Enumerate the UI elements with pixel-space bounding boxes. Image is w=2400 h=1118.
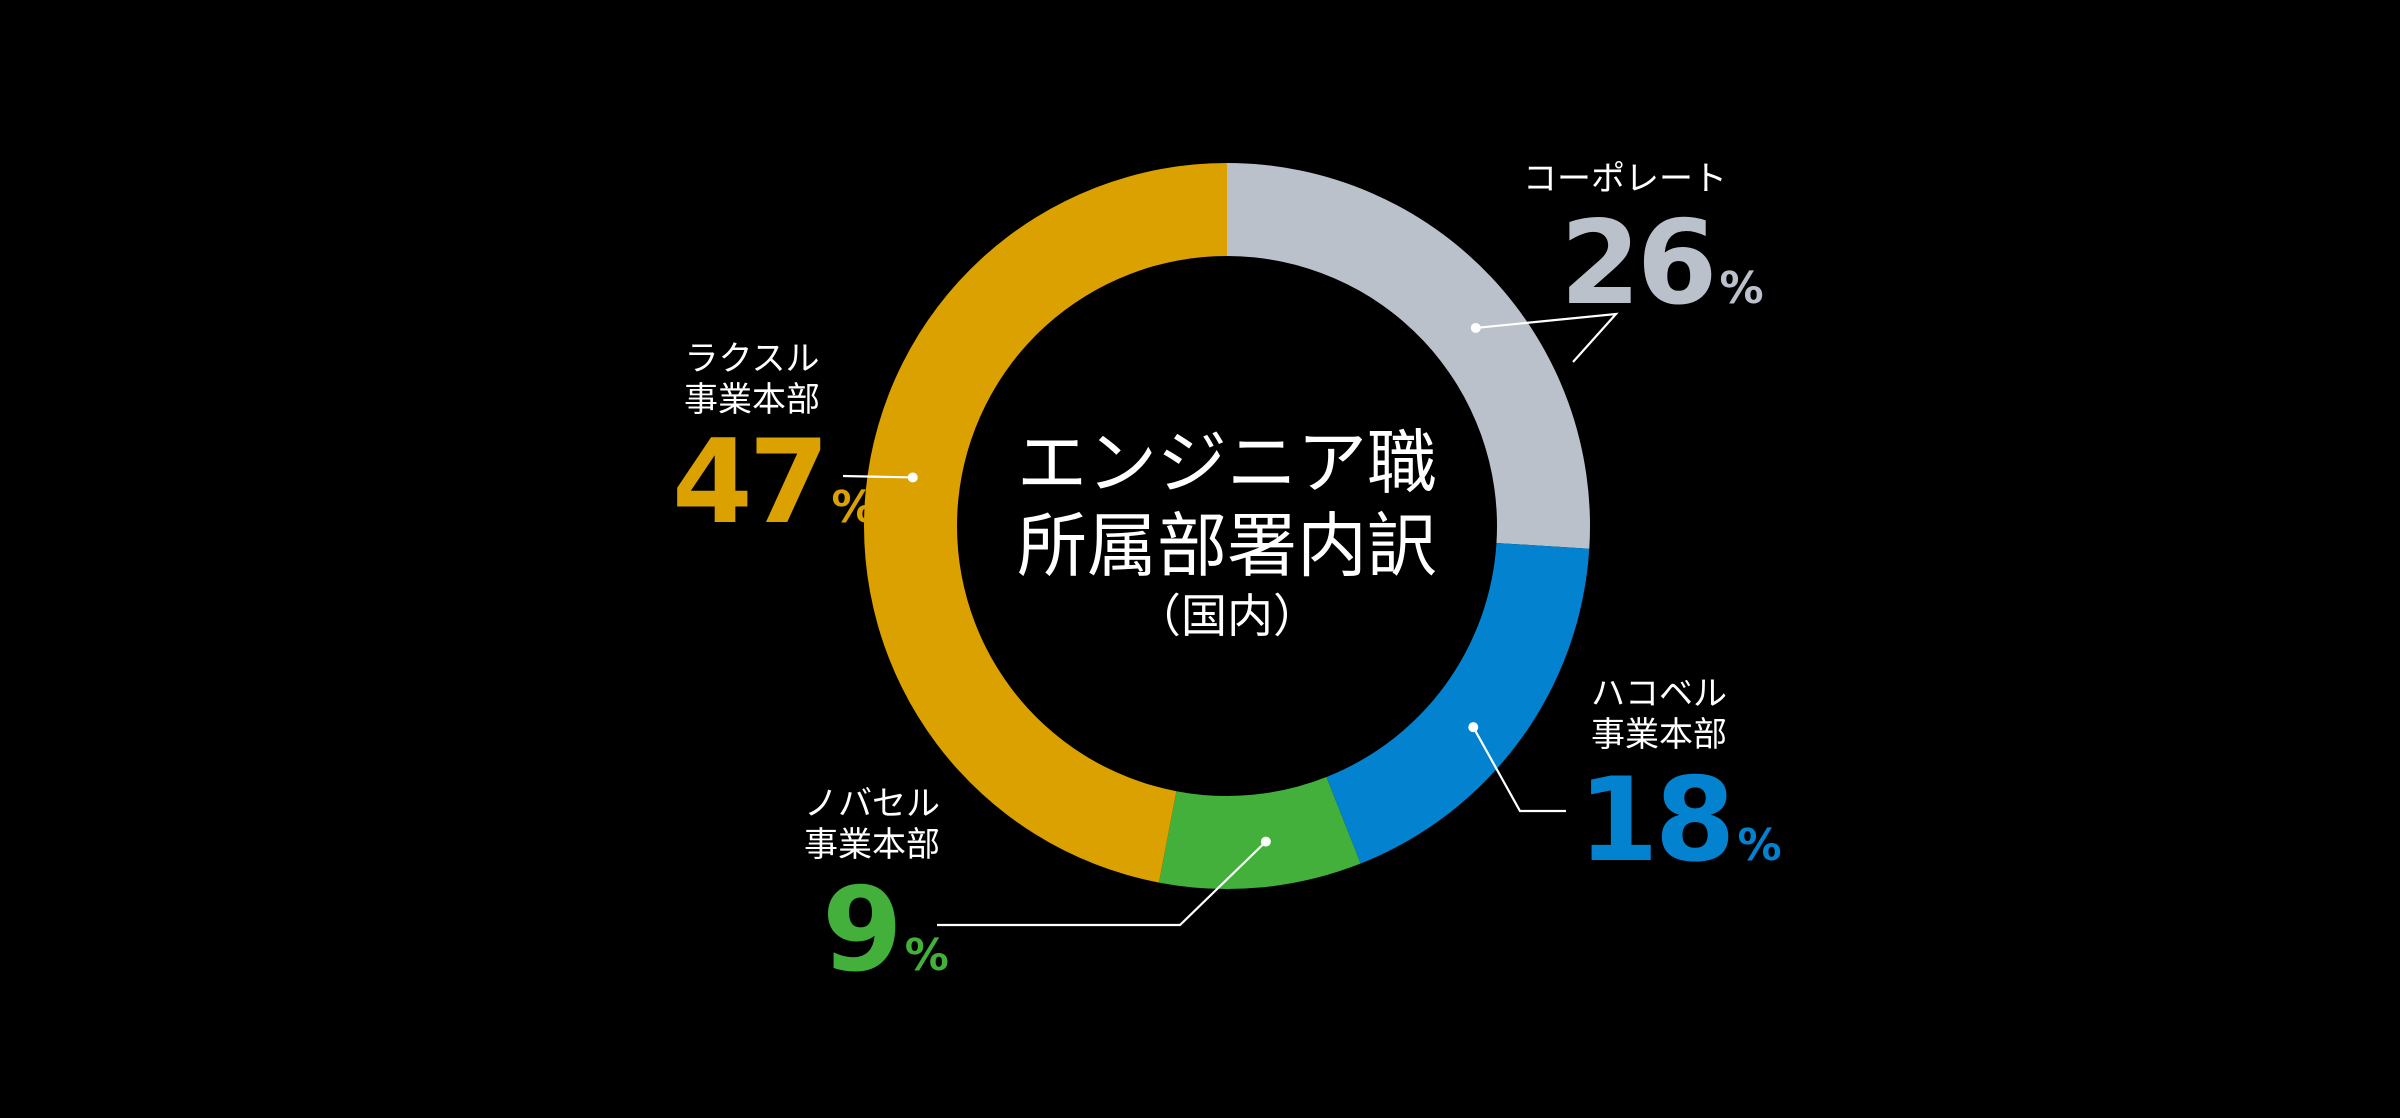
- subtitle: （国内）: [1135, 589, 1319, 643]
- chart-center-title: エンジニア職 所属部署内訳 （国内）: [1017, 422, 1437, 643]
- leader-line: [937, 840, 1267, 927]
- title-line-1: エンジニア職: [1017, 422, 1437, 504]
- leader-line: [1475, 312, 1619, 363]
- slice-value-label: 47%: [672, 415, 876, 550]
- slice-value-label: 9%: [822, 863, 949, 998]
- slice-value-label: 26%: [1560, 196, 1764, 331]
- leader-line: [842, 474, 913, 479]
- slice-name-label: ハコベル事業本部: [1591, 674, 1727, 755]
- donut-slice: [1158, 777, 1361, 889]
- leader-dot: [1260, 836, 1271, 847]
- slice-name-label: ラクスル事業本部: [684, 339, 820, 420]
- slice-name-label: ノバセル事業本部: [804, 784, 940, 865]
- slice-value-label: 18%: [1578, 753, 1782, 888]
- donut-slice: [1227, 163, 1590, 549]
- leader-dot: [1468, 722, 1479, 733]
- donut-slice: [864, 163, 1227, 883]
- leader-dot: [907, 472, 918, 483]
- leader-dot: [1470, 322, 1481, 333]
- leader-line: [1472, 726, 1566, 813]
- slice-name-label: コーポレート: [1523, 159, 1727, 199]
- leader-lines: [842, 312, 1619, 927]
- title-line-2: 所属部署内訳: [1017, 505, 1437, 587]
- donut-slices: [864, 163, 1590, 889]
- donut-slice: [1326, 542, 1590, 864]
